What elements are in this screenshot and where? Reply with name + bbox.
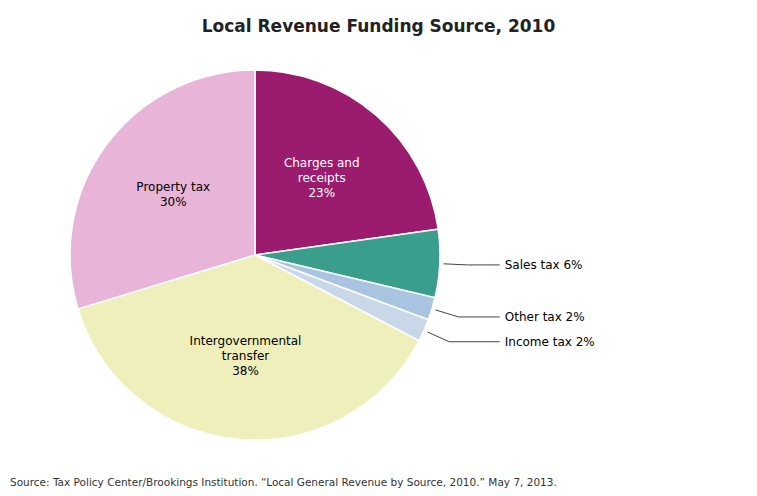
slice-label: Charges andreceipts23% bbox=[284, 156, 360, 200]
leader-line bbox=[436, 310, 500, 317]
source-note: Source: Tax Policy Center/Brookings Inst… bbox=[10, 476, 557, 488]
slice-label: Other tax 2% bbox=[505, 310, 585, 324]
leader-line bbox=[427, 332, 499, 342]
slice bbox=[70, 70, 255, 309]
labels bbox=[427, 264, 499, 342]
chart: Local Revenue Funding Source, 2010 Source… bbox=[0, 0, 757, 496]
leader-line bbox=[443, 264, 499, 265]
slice bbox=[255, 70, 438, 255]
slice-label: Income tax 2% bbox=[505, 335, 595, 349]
slices bbox=[70, 70, 440, 440]
title: Local Revenue Funding Source, 2010 bbox=[202, 16, 556, 36]
slice-label: Intergovernmentaltransfer38% bbox=[190, 334, 302, 378]
slice-label: Sales tax 6% bbox=[505, 258, 583, 272]
slice-label: Property tax30% bbox=[136, 180, 210, 209]
